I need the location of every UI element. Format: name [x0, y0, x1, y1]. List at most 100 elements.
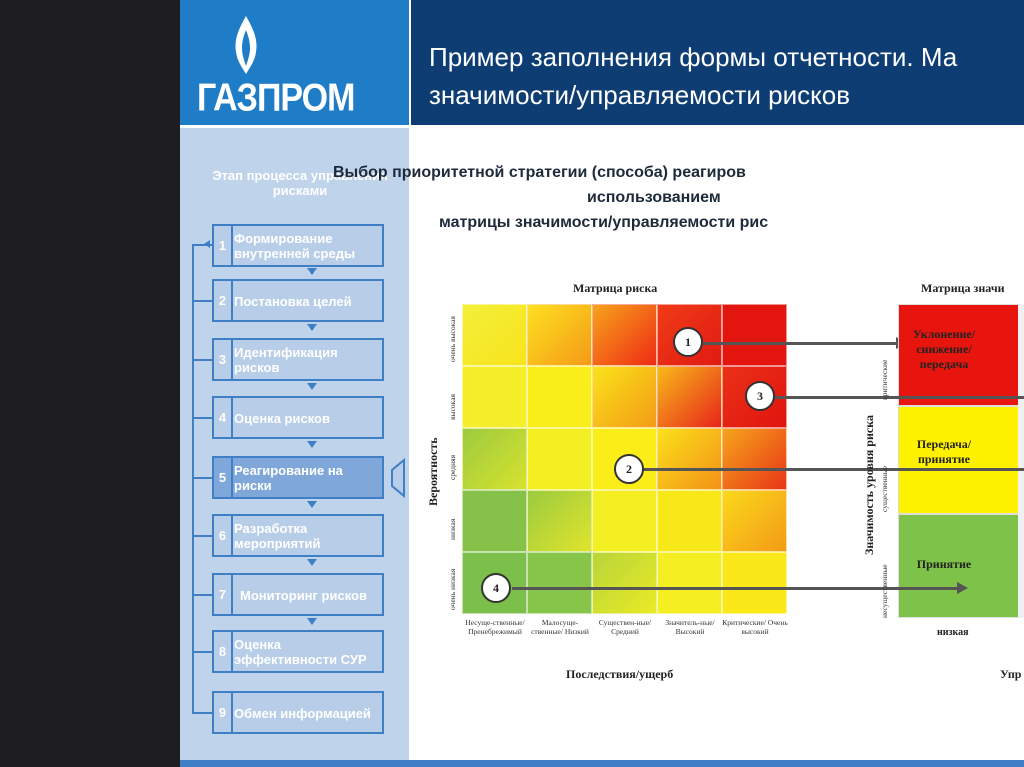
arrow-down-icon — [307, 268, 317, 275]
slide: ГАЗПРОМ Пример заполнения формы отчетнос… — [180, 0, 1024, 767]
matrix-cell — [527, 366, 592, 428]
step-7[interactable]: 7 Мониторинг рисков — [212, 573, 384, 616]
matrix-cell — [722, 428, 787, 490]
connector — [192, 300, 212, 302]
step-number: 8 — [214, 632, 233, 671]
subtitle-line-2: использованием — [587, 189, 721, 206]
flame-icon — [235, 16, 257, 74]
footer-bar — [180, 760, 1024, 767]
step-9[interactable]: 9 Обмен информацией — [212, 691, 384, 734]
arrow-down-icon — [307, 441, 317, 448]
matrix-cell — [462, 428, 527, 490]
arrow-line — [898, 587, 958, 590]
matrix-cell — [462, 366, 527, 428]
matrix-cell — [657, 490, 722, 552]
matrix-cell — [592, 490, 657, 552]
step-number: 1 — [214, 226, 233, 265]
step-label: Разработка мероприятий — [234, 521, 321, 551]
step-number: 9 — [214, 693, 233, 732]
matrix-cell — [462, 304, 527, 366]
gazprom-logo: ГАЗПРОМ — [180, 0, 409, 125]
step-label: Реагирование на риски — [234, 463, 343, 493]
arrow-down-icon — [307, 501, 317, 508]
significance-x-label: низкая — [937, 627, 969, 638]
matrix-cell — [592, 304, 657, 366]
connector — [192, 244, 212, 246]
matrix-cell — [592, 366, 657, 428]
step-label: Оценка эффективности СУР — [234, 637, 367, 667]
arrow-down-icon — [307, 324, 317, 331]
connector — [192, 651, 212, 653]
matrix-cell — [722, 490, 787, 552]
feedback-line — [192, 246, 194, 714]
arrow-line — [898, 396, 1024, 399]
y-level-label: средняя — [448, 454, 457, 480]
significance-x-axis-label: Упр — [1000, 667, 1022, 681]
x-level-label: Существен-ные/ Средний — [598, 618, 652, 636]
logo-text: ГАЗПРОМ — [197, 76, 355, 120]
step-4[interactable]: 4 Оценка рисков — [212, 396, 384, 439]
step-label: Обмен информацией — [234, 705, 371, 721]
risk-marker: 4 — [481, 573, 511, 603]
zone-label: Принятие — [916, 557, 972, 571]
significance-level-label: существенные — [880, 465, 889, 512]
step-2[interactable]: 2 Постановка целей — [212, 279, 384, 322]
connector — [192, 712, 212, 714]
matrix-cell — [657, 428, 722, 490]
title-line-2: значимости/управляемости рисков — [429, 80, 851, 110]
y-level-label: высокая — [448, 394, 457, 420]
risk-marker: 1 — [673, 327, 703, 357]
significance-matrix-title: Матрица значи — [921, 281, 1005, 295]
significance-level-label: критические — [880, 359, 889, 400]
arrow-down-icon — [307, 618, 317, 625]
step-number: 7 — [214, 575, 233, 614]
matrix-cell — [462, 490, 527, 552]
page-title: Пример заполнения формы отчетности. Ма з… — [429, 38, 1024, 114]
arrow-down-icon — [307, 559, 317, 566]
step-3[interactable]: 3 Идентификация рисков — [212, 338, 384, 381]
matrix-cell — [527, 428, 592, 490]
x-level-label: Малосуще-ственные/ Низкий — [531, 618, 589, 636]
step-number: 3 — [214, 340, 233, 379]
matrix-cell — [527, 304, 592, 366]
step-5[interactable]: 5 Реагирование на риски — [212, 456, 384, 499]
step-label: Идентификация рисков — [234, 345, 338, 375]
matrix-cell — [722, 304, 787, 366]
header-bar: Пример заполнения формы отчетности. Ма з… — [411, 0, 1024, 125]
step-label: Оценка рисков — [234, 410, 330, 426]
arrow-line — [643, 468, 1024, 471]
y-level-label: очень высокая — [448, 316, 457, 362]
arrow-right-icon — [957, 582, 968, 594]
step-number: 6 — [214, 516, 233, 555]
arrow-line — [898, 468, 1024, 471]
connector — [192, 477, 212, 479]
matrix-cell — [592, 552, 657, 614]
title-line-1: Пример заполнения формы отчетности. Ма — [429, 42, 958, 72]
step-label: Постановка целей — [234, 293, 352, 309]
step-label: Формирование внутренней среды — [234, 231, 356, 261]
significance-level-label: несущественные — [880, 564, 889, 618]
arrow-line — [512, 587, 958, 590]
arrow-left-icon — [204, 240, 210, 248]
significance-axis-label: Значимость уровня риска — [862, 415, 876, 555]
zone-significant: Передача/ принятие — [898, 406, 1024, 514]
step-8[interactable]: 8 Оценка эффективности СУР — [212, 630, 384, 673]
subtitle-line-3: матрицы значимости/управляемости рис — [439, 214, 769, 231]
x-level-label: Значитель-ные/ Высокий — [665, 618, 715, 636]
risk-marker: 3 — [745, 381, 775, 411]
process-sidebar: Этап процесса управления рисками 1 Форми… — [180, 128, 409, 767]
content-subtitle: Выбор приоритетной стратегии (способа) р… — [333, 160, 853, 235]
y-level-label: низкая — [448, 518, 457, 540]
connector — [192, 359, 212, 361]
step-1[interactable]: 1 Формирование внутренней среды — [212, 224, 384, 267]
matrix-cell — [722, 552, 787, 614]
step-6[interactable]: 6 Разработка мероприятий — [212, 514, 384, 557]
risk-marker: 2 — [614, 454, 644, 484]
consequence-axis-label: Последствия/ущерб — [566, 667, 674, 681]
step-number: 4 — [214, 398, 233, 437]
probability-axis-label: Вероятность — [426, 437, 440, 506]
risk-matrix-title: Матрица риска — [573, 281, 658, 295]
zone-insignificant: Принятие — [898, 514, 1024, 618]
step-label: Мониторинг рисков — [240, 587, 367, 603]
sidebar-title: Этап процесса управления рисками — [212, 168, 388, 198]
